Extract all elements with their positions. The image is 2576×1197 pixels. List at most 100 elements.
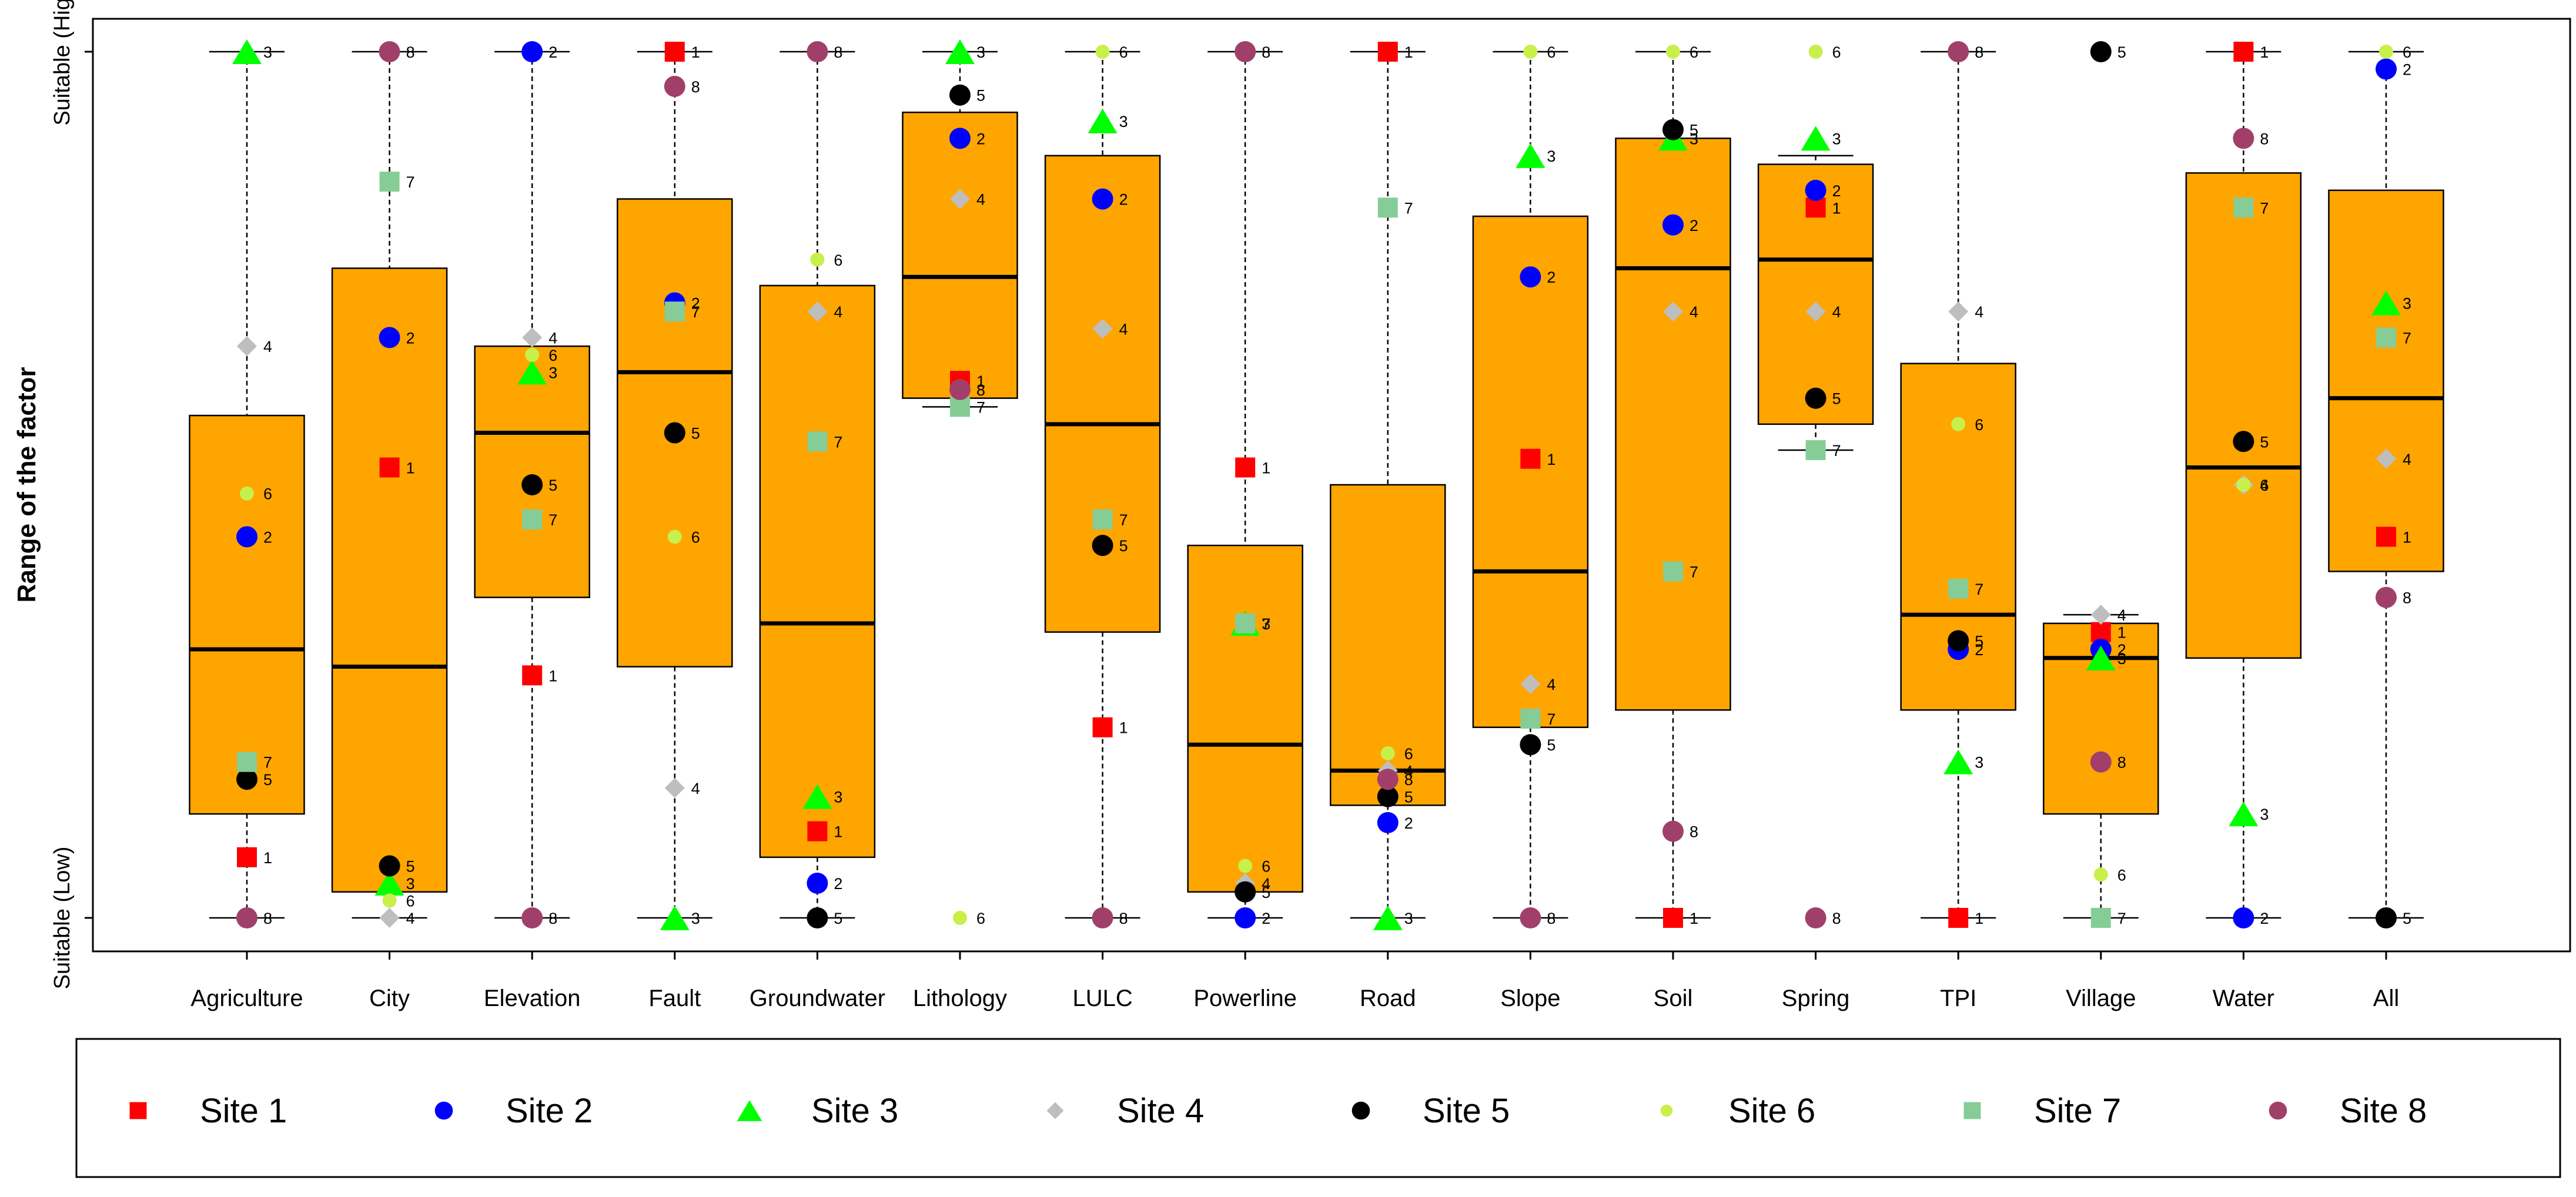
site-5-label: 5 xyxy=(976,87,985,105)
site-2-point xyxy=(1235,907,1256,928)
x-tick-label: Lithology xyxy=(913,985,1007,1011)
site-6-label: 6 xyxy=(1547,43,1555,61)
site-2-label: 2 xyxy=(1262,910,1270,927)
site-4-point xyxy=(1520,674,1541,695)
site-2-label: 2 xyxy=(1832,182,1841,200)
site-2-label: 2 xyxy=(1119,191,1128,209)
x-tick-label: TPI xyxy=(1940,985,1976,1011)
site-1-label: 1 xyxy=(2260,43,2269,61)
site-1-point xyxy=(664,42,685,62)
site-8-label: 8 xyxy=(1547,910,1555,927)
x-tick-label: Road xyxy=(1360,985,1416,1011)
legend-marker-site-2 xyxy=(434,1101,453,1120)
site-5-label: 5 xyxy=(1262,884,1270,901)
legend-label-site-1: Site 1 xyxy=(200,1092,287,1130)
site-7-point xyxy=(2233,197,2254,218)
site-3-point xyxy=(1801,126,1831,151)
site-7-point xyxy=(379,172,400,192)
site-2-point xyxy=(236,526,257,548)
site-4-point xyxy=(2376,448,2396,469)
site-4-point xyxy=(1092,318,1113,339)
site-5-label: 5 xyxy=(1690,122,1698,139)
site-1-point xyxy=(807,821,828,841)
site-4-point xyxy=(2090,605,2111,625)
site-7-label: 7 xyxy=(976,398,985,416)
site-6-label: 6 xyxy=(976,910,985,927)
site-7-point xyxy=(1520,708,1541,729)
site-8-point xyxy=(1948,41,1969,62)
site-3-point xyxy=(945,39,975,64)
site-8-point xyxy=(236,907,257,928)
site-8-point xyxy=(2233,128,2254,149)
site-3-point xyxy=(660,906,690,930)
site-5-label: 5 xyxy=(548,477,557,494)
box-slope xyxy=(1472,215,1589,728)
site-5-point xyxy=(1805,387,1826,409)
site-2-label: 2 xyxy=(548,43,557,61)
site-7-label: 7 xyxy=(406,173,415,191)
site-1-label: 1 xyxy=(263,849,272,867)
site-3-label: 3 xyxy=(976,43,985,61)
site-3-point xyxy=(802,784,832,809)
box-powerline xyxy=(1187,544,1303,893)
box-agriculture xyxy=(189,414,305,815)
legend-marker-site-5 xyxy=(1351,1101,1370,1120)
site-1-label: 1 xyxy=(406,460,415,477)
site-4-label: 4 xyxy=(1404,762,1413,780)
site-7-label: 7 xyxy=(1404,199,1413,217)
site-5-point xyxy=(1662,119,1684,140)
site-8-point xyxy=(1377,769,1399,790)
x-tick-label: Village xyxy=(2066,985,2136,1011)
site-1-point xyxy=(237,847,257,867)
site-8-point xyxy=(1092,907,1113,928)
site-7-point xyxy=(1092,509,1113,529)
site-8-label: 8 xyxy=(263,910,272,927)
site-2-label: 2 xyxy=(2403,61,2411,78)
legend-label-site-8: Site 8 xyxy=(2340,1092,2427,1130)
site-1-label: 1 xyxy=(1832,199,1841,217)
site-7-point xyxy=(664,301,685,322)
site-8-label: 8 xyxy=(1119,910,1128,927)
legend: Site 1 Site 2 Site 3 Site 4 Site 5 Site 6 Site… xyxy=(129,1092,2427,1130)
site-6-label: 6 xyxy=(1975,416,1983,434)
site-7-label: 7 xyxy=(2117,910,2126,927)
site-2-point xyxy=(521,41,543,62)
site-5-point xyxy=(379,855,400,877)
site-2-point xyxy=(1520,266,1541,288)
site-6-label: 6 xyxy=(548,347,557,364)
site-8-label: 8 xyxy=(834,43,842,61)
site-5-point xyxy=(1520,734,1541,756)
site-6-label: 6 xyxy=(2403,43,2411,61)
site-1-point xyxy=(522,665,543,686)
site-7-point xyxy=(1948,578,1969,599)
x-tick-label: LULC xyxy=(1072,985,1132,1011)
site-4-label: 4 xyxy=(1119,321,1128,338)
site-7-label: 7 xyxy=(1975,581,1983,598)
site-6-label: 6 xyxy=(691,528,700,546)
site-6-label: 6 xyxy=(834,252,842,269)
site-5-point xyxy=(664,422,685,444)
site-8-label: 8 xyxy=(691,78,700,96)
site-8-label: 8 xyxy=(1404,771,1413,789)
y-axis-title: Range of the factor xyxy=(12,367,41,603)
site-2-label: 2 xyxy=(834,875,842,893)
site-6-point xyxy=(2093,867,2108,882)
x-tick-label: Groundwater xyxy=(750,985,885,1011)
site-3-label: 3 xyxy=(1547,147,1555,165)
site-1-point xyxy=(1377,42,1398,62)
site-5-label: 5 xyxy=(263,771,272,789)
site-3-label: 3 xyxy=(406,875,415,893)
plot-layer: Suitable (Low) Suitable (High) Agriculture… xyxy=(50,0,2444,1011)
site-1-label: 1 xyxy=(2117,624,2126,642)
site-5-point xyxy=(1377,786,1399,807)
site-1-label: 1 xyxy=(691,43,700,61)
site-5-label: 5 xyxy=(2403,910,2411,927)
site-5-label: 5 xyxy=(691,425,700,442)
y-tick-label: Suitable (Low) xyxy=(50,847,75,990)
site-2-point xyxy=(1805,179,1826,201)
site-6-label: 6 xyxy=(1832,43,1841,61)
site-8-label: 8 xyxy=(1832,910,1841,927)
site-6-point xyxy=(1380,746,1395,760)
box-groundwater xyxy=(759,284,876,859)
site-7-label: 7 xyxy=(834,433,842,451)
